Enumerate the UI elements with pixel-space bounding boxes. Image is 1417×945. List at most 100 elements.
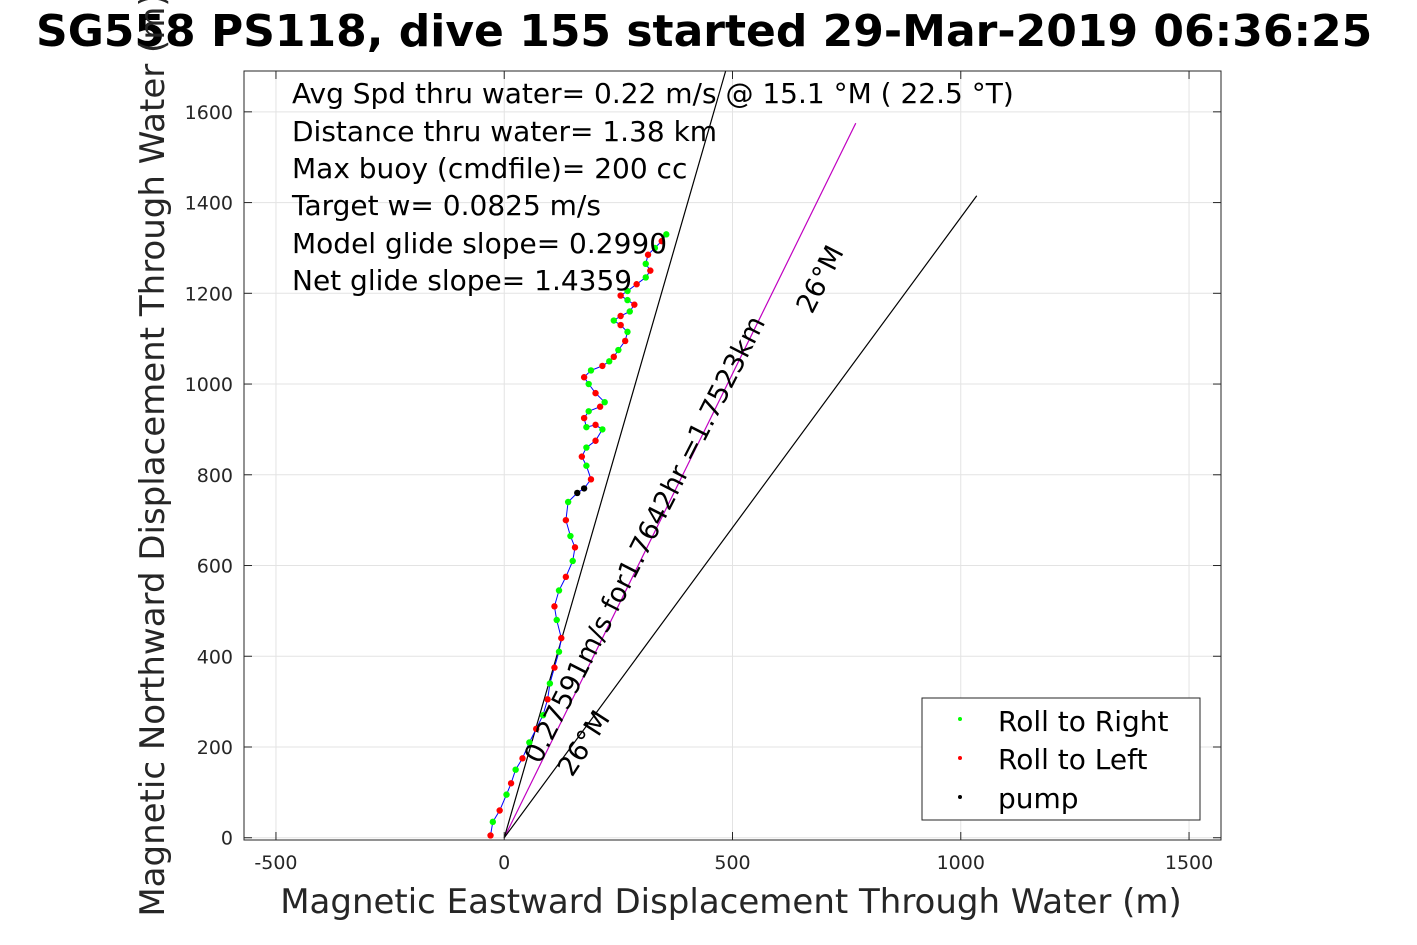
roll-left-point — [571, 544, 579, 551]
roll-left-point — [544, 696, 551, 703]
roll-right-point — [624, 287, 631, 295]
roll-left-point — [580, 374, 588, 381]
roll-right-point — [512, 766, 519, 773]
y-tick-label: 200 — [197, 737, 233, 759]
y-tick-label: 1600 — [185, 102, 233, 124]
y-tick-label: 600 — [197, 556, 233, 578]
x-axis-label: Magnetic Eastward Displacement Through W… — [280, 882, 1182, 922]
reference-lines — [503, 70, 978, 839]
roll-left-point — [599, 362, 606, 370]
y-tick-label: 1200 — [185, 283, 233, 305]
roll-right-point — [624, 328, 631, 336]
stat-distance: Distance thru water= 1.38 km — [292, 115, 717, 148]
legend-label-roll-left: Roll to Left — [998, 743, 1147, 776]
stat-avg-speed: Avg Spd thru water= 0.22 m/s @ 15.1 °M (… — [292, 77, 1014, 110]
stat-max-buoy: Max buoy (cmdfile)= 200 cc — [292, 152, 687, 185]
roll-left-point — [562, 516, 570, 524]
roll-left-point — [592, 421, 599, 429]
y-tick-label: 800 — [197, 465, 233, 487]
stat-target-w: Target w= 0.0825 m/s — [291, 189, 601, 222]
roll-left-point — [631, 301, 638, 308]
roll-right-point — [546, 680, 554, 687]
roll-left-point — [617, 321, 624, 329]
roll-right-point — [555, 648, 563, 655]
stat-model-glide: Model glide slope= 0.2990 — [292, 227, 667, 260]
roll-left-point — [487, 832, 494, 839]
roll-left-point — [580, 414, 588, 422]
roll-left-point — [610, 353, 617, 361]
legend-label-roll-right: Roll to Right — [998, 705, 1169, 738]
y-axis-label: Magnetic Northward Displacement Through … — [133, 0, 173, 917]
roll-left-point — [596, 403, 604, 410]
x-tick-label: 1500 — [1165, 852, 1213, 874]
roll-right-point — [599, 426, 606, 433]
roll-left-point — [647, 267, 654, 274]
roll-right-point — [583, 444, 590, 451]
roll-left-point — [592, 389, 599, 397]
x-tick-label: 500 — [714, 852, 750, 874]
roll-left-point — [519, 755, 526, 762]
roll-right-point — [489, 818, 497, 826]
roll-left-point — [551, 603, 558, 610]
legend-marker-roll-left — [958, 756, 962, 760]
roll-left-point — [551, 664, 558, 671]
grid — [244, 71, 1221, 840]
y-tick-label: 1000 — [185, 374, 233, 396]
roll-right-point — [583, 423, 590, 431]
roll-right-point — [539, 712, 547, 719]
roll-left-point — [496, 807, 503, 814]
roll-right-point — [564, 498, 572, 506]
reference-line — [503, 195, 978, 839]
roll-left-point — [633, 281, 640, 288]
roll-right-point — [585, 380, 592, 388]
roll-left-point — [558, 634, 565, 642]
stat-net-glide: Net glide slope= 1.4359 — [292, 264, 632, 297]
roll-left-point — [562, 573, 570, 581]
track — [490, 234, 667, 836]
roll-left-point — [532, 725, 540, 733]
legend: Roll to Right Roll to Left pump — [921, 697, 1201, 821]
roll-left-point — [507, 780, 515, 787]
x-tick-label: -500 — [254, 852, 297, 874]
roll-right-point — [526, 739, 533, 746]
pump-point — [574, 489, 581, 497]
roll-right-point — [642, 274, 649, 281]
roll-right-point — [555, 587, 563, 594]
roll-right-point — [642, 260, 649, 268]
roll-right-point — [651, 244, 659, 252]
roll-left-point — [644, 251, 652, 258]
x-ticks: -500 0 500 1000 1500 — [254, 71, 1213, 874]
y-ticks: 0 200 400 600 800 1000 1200 1400 1600 — [185, 102, 1221, 850]
x-tick-label: 0 — [498, 852, 510, 874]
track-line — [490, 234, 667, 836]
roll-right-point — [610, 317, 617, 324]
roll-right-point — [606, 358, 613, 365]
roll-left-point — [617, 292, 624, 299]
legend-marker-pump — [958, 795, 962, 799]
y-tick-label: 400 — [197, 646, 233, 668]
legend-marker-roll-right — [958, 717, 962, 721]
legend-box — [921, 697, 1201, 821]
roll-left-point — [578, 453, 586, 460]
roll-right-point — [503, 791, 510, 798]
roll-right-point — [553, 616, 560, 624]
stats-block: Avg Spd thru water= 0.22 m/s @ 15.1 °M (… — [291, 77, 1014, 297]
reference-line — [503, 70, 727, 838]
roll-right-point — [615, 346, 622, 354]
roll-right-point — [601, 398, 608, 406]
roll-right-point — [663, 231, 670, 238]
roll-right-point — [583, 462, 590, 469]
y-tick-label: 0 — [221, 828, 233, 850]
roll-left-point — [617, 312, 624, 320]
roll-points — [487, 231, 670, 839]
y-tick-label: 1400 — [185, 193, 233, 215]
roll-left-point — [587, 476, 595, 483]
x-tick-label: 1000 — [937, 852, 985, 874]
roll-right-point — [626, 308, 633, 315]
roll-right-point — [587, 367, 595, 374]
roll-right-point — [569, 557, 576, 565]
chart-title: SG558 PS118, dive 155 started 29-Mar-201… — [36, 6, 1372, 57]
roll-left-point — [592, 437, 599, 444]
roll-right-point — [624, 296, 631, 304]
